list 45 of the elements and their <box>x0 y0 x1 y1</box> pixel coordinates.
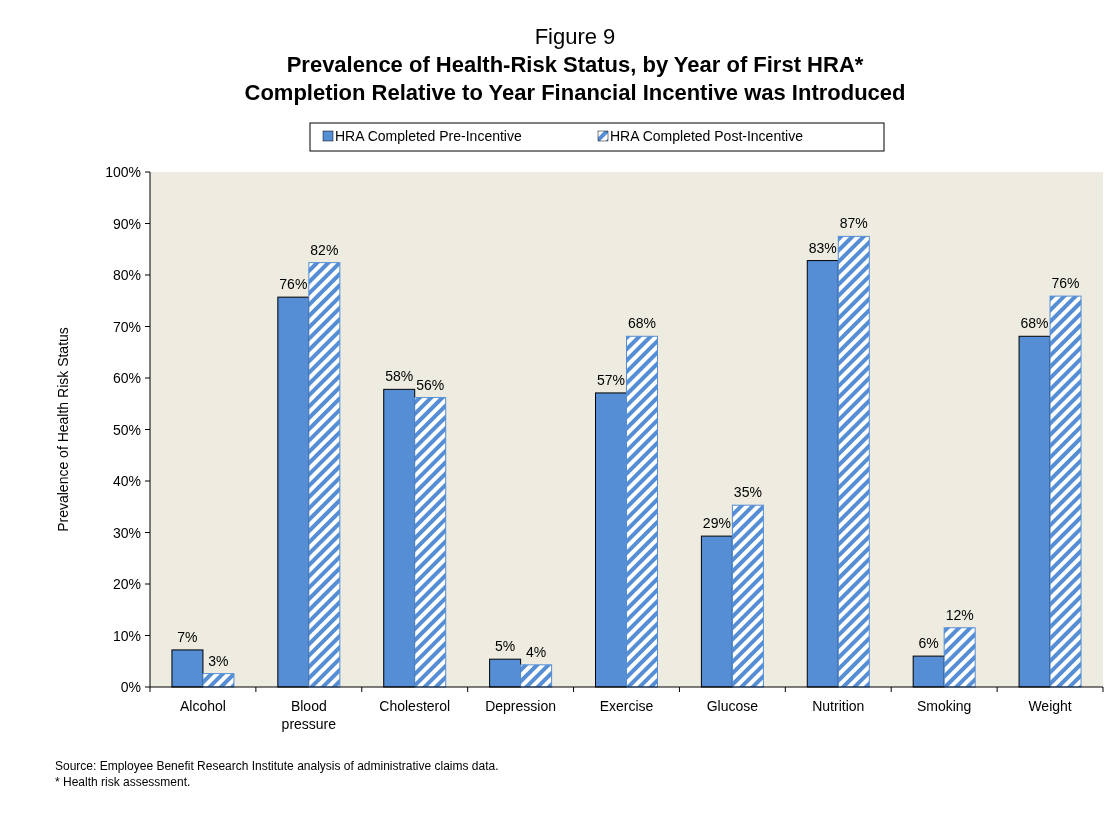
y-tick-label: 70% <box>112 318 141 335</box>
data-label: 6% <box>918 635 939 652</box>
data-label: 12% <box>945 606 974 623</box>
data-label: 56% <box>416 376 445 393</box>
data-label: 87% <box>839 215 868 232</box>
y-tick-label: 30% <box>112 524 141 541</box>
x-tick-label: Blood pressure <box>281 698 337 732</box>
y-tick-label: 100% <box>105 164 141 180</box>
x-tick-label: Nutrition <box>812 698 865 714</box>
data-label: 4% <box>525 643 547 660</box>
y-tick-label: 40% <box>112 473 141 489</box>
data-label: 35% <box>733 484 762 501</box>
x-tick-label: Exercise <box>599 698 654 714</box>
source-note: Source: Employee Benefit Research Institute analysis of administrative claims data. <box>55 759 499 773</box>
x-tick-label: Weight <box>1028 698 1072 714</box>
y-tick-label: 80% <box>112 267 141 283</box>
legend-label: HRA Completed Pre-Incentive <box>335 128 522 144</box>
data-label: 83% <box>808 239 837 256</box>
x-tick-label: Alcohol <box>179 698 226 714</box>
chart-subtitle: Prevalence of Health-Risk Status, by Year of First HRA* Completion Relative to Year Financial Incentive was Introduced <box>244 52 906 105</box>
data-label: 3% <box>208 652 229 669</box>
y-tick-label: 50% <box>112 421 141 438</box>
text: * Health risk assessment. <box>55 775 191 789</box>
data-label: 68% <box>1020 315 1049 332</box>
data-label: 7% <box>177 628 198 645</box>
y-tick-label: 0% <box>120 679 141 695</box>
x-tick-label: Smoking <box>916 698 972 714</box>
x-tick-label: Cholesterol <box>379 698 451 714</box>
x-tick-label: Glucose <box>706 698 759 714</box>
y-tick-label: 90% <box>112 215 141 232</box>
data-label: 29% <box>702 515 731 532</box>
data-label: 76% <box>1051 275 1080 292</box>
y-axis-title: Prevalence of Health Risk Status <box>55 327 71 532</box>
y-tick-label: 10% <box>112 627 141 644</box>
legend-label: HRA Completed Post-Incentive <box>610 128 804 144</box>
data-label: 5% <box>494 638 516 655</box>
data-label: 76% <box>279 276 308 293</box>
x-tick-label: Depression <box>485 698 557 714</box>
y-tick-label: 20% <box>112 576 141 592</box>
data-label: 68% <box>627 315 657 332</box>
data-label: 57% <box>596 371 626 388</box>
y-tick-label: 60% <box>112 370 141 386</box>
data-label: 82% <box>310 241 339 258</box>
chart-title: Figure 9 <box>534 24 616 49</box>
data-label: 58% <box>385 368 414 385</box>
